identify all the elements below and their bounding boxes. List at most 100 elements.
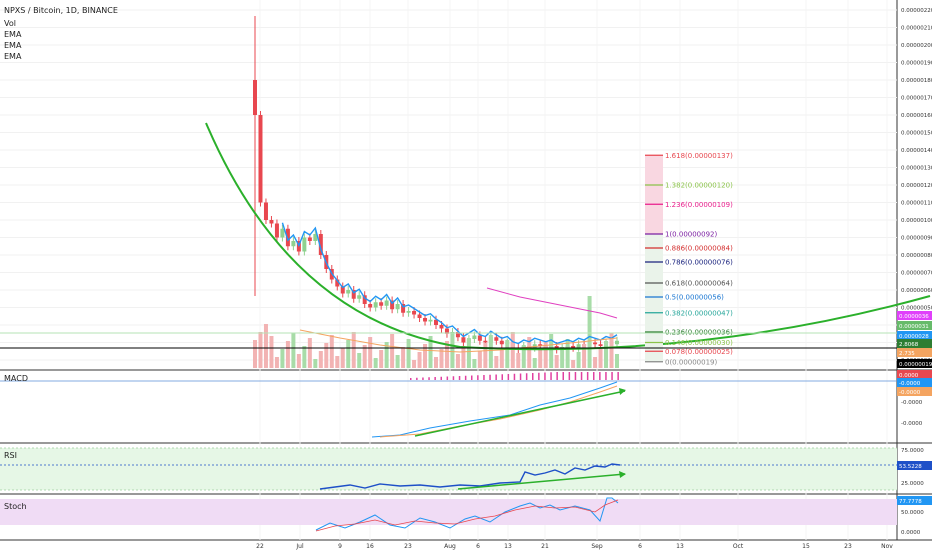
rsi-value-badge [897, 461, 932, 470]
macd-badge [897, 370, 932, 379]
macd-histogram-bar [446, 376, 449, 380]
volume-bar [335, 356, 340, 368]
stoch-value-badge [897, 496, 932, 505]
candle [395, 304, 400, 310]
macd-histogram-bar [568, 372, 571, 380]
price-tick-label: 0.00000170 [901, 96, 932, 102]
volume-bar [505, 340, 510, 368]
candle [258, 115, 263, 203]
time-tick-label: 13 [676, 543, 684, 550]
rsi-pane-label: RSI [4, 451, 17, 460]
macd-histogram-bar [507, 374, 510, 380]
candle [477, 335, 482, 341]
volume-bar [318, 351, 323, 368]
macd-histogram-bar [605, 372, 607, 380]
time-tick-label: 6 [476, 543, 480, 550]
volume-bar [560, 347, 565, 368]
candle [263, 202, 268, 220]
rsi-tick-label: 75.0000 [901, 448, 924, 454]
macd-histogram-bar [477, 375, 479, 380]
candle [571, 346, 576, 348]
volume-bar [423, 344, 428, 368]
price-tick-label: 0.00000220 [901, 8, 932, 14]
volume-bar [373, 358, 378, 368]
time-tick-label: 22 [256, 543, 264, 550]
price-badge [897, 331, 932, 340]
time-tick-label: Aug [444, 543, 456, 550]
indicator-ema-1: EMA [4, 30, 22, 39]
volume-bar [516, 353, 521, 368]
volume-bar [412, 360, 417, 368]
fib-level-label: 0.078(0.00000025) [665, 348, 733, 356]
macd-histogram-bar [519, 373, 522, 380]
fib-level-label: 0.886(0.00000084) [665, 245, 733, 253]
volume-bar [576, 352, 581, 368]
price-badge [897, 321, 932, 330]
candle [412, 311, 417, 315]
candle [379, 302, 384, 306]
fib-level-label: 0.382(0.00000047) [665, 309, 733, 317]
volume-bar [417, 352, 422, 368]
macd-histogram-bar [513, 373, 516, 380]
volume-bar [604, 341, 609, 368]
volume-bar [510, 332, 515, 368]
price-badge-text: 0.00000019 [899, 362, 932, 368]
volume-bar [461, 346, 466, 368]
fib-level-label: 0.146(0.00000030) [665, 339, 733, 347]
volume-bar [538, 350, 543, 368]
macd-signal-line [379, 385, 618, 438]
candle [444, 328, 449, 334]
candle [417, 314, 422, 318]
candle [269, 220, 274, 224]
time-tick-label: 21 [541, 543, 549, 550]
macd-histogram-bar [428, 377, 430, 380]
indicator-vol: Vol [4, 19, 16, 28]
volume-bar [307, 338, 312, 368]
volume-bar [521, 345, 526, 368]
fib-level-label: 1(0.00000092) [665, 231, 717, 239]
macd-histogram-bar [586, 372, 589, 380]
macd-histogram-bar [544, 372, 546, 380]
candle [307, 237, 312, 241]
price-tick-label: 0.00000080 [901, 253, 932, 259]
candle [335, 279, 340, 287]
macd-pane-label: MACD [4, 374, 28, 383]
fib-level-label: 1.382(0.00000120) [665, 182, 733, 190]
volume-bar [340, 348, 345, 368]
candle [593, 342, 598, 345]
rsi-value-text: 53.5228 [899, 464, 922, 470]
macd-histogram-bar [422, 377, 424, 380]
volume-bar [351, 332, 356, 368]
time-tick-label: 23 [404, 543, 412, 550]
indicator-ema-2: EMA [4, 41, 22, 50]
ema-slow-line [299, 329, 618, 353]
time-tick-label: Oct [733, 543, 744, 550]
candle [346, 290, 351, 294]
time-tick-label: 6 [638, 543, 642, 550]
rsi-arrowhead [619, 471, 626, 478]
fib-level-label: 1.618(0.00000137) [665, 152, 733, 160]
candle [434, 319, 438, 325]
candle [285, 228, 290, 247]
rounding-bottom-curve [205, 122, 931, 351]
price-tick-label: 0.00000110 [901, 201, 932, 207]
time-tick-label: 16 [366, 543, 374, 550]
volume-bar [291, 333, 296, 368]
price-tick-label: 0.00000200 [901, 43, 932, 49]
stoch-pane-label: Stoch [4, 502, 27, 511]
time-tick-label: Jul [295, 543, 304, 550]
macd-histogram-bar [471, 375, 473, 380]
rsi-trend-arrow [457, 473, 626, 490]
volume-bar [269, 336, 274, 368]
price-tick-label: 0.00000050 [901, 306, 932, 312]
volume-bar [302, 346, 307, 368]
candle [538, 344, 543, 346]
volume-bar [368, 337, 373, 368]
candle [401, 304, 406, 313]
indicator-ema-3: EMA [4, 52, 22, 61]
macd-badge-text: -0.0000 [899, 390, 921, 396]
price-badge [897, 339, 932, 348]
fib-zone-upper [645, 155, 663, 234]
candle [494, 337, 499, 341]
candle [406, 311, 411, 313]
